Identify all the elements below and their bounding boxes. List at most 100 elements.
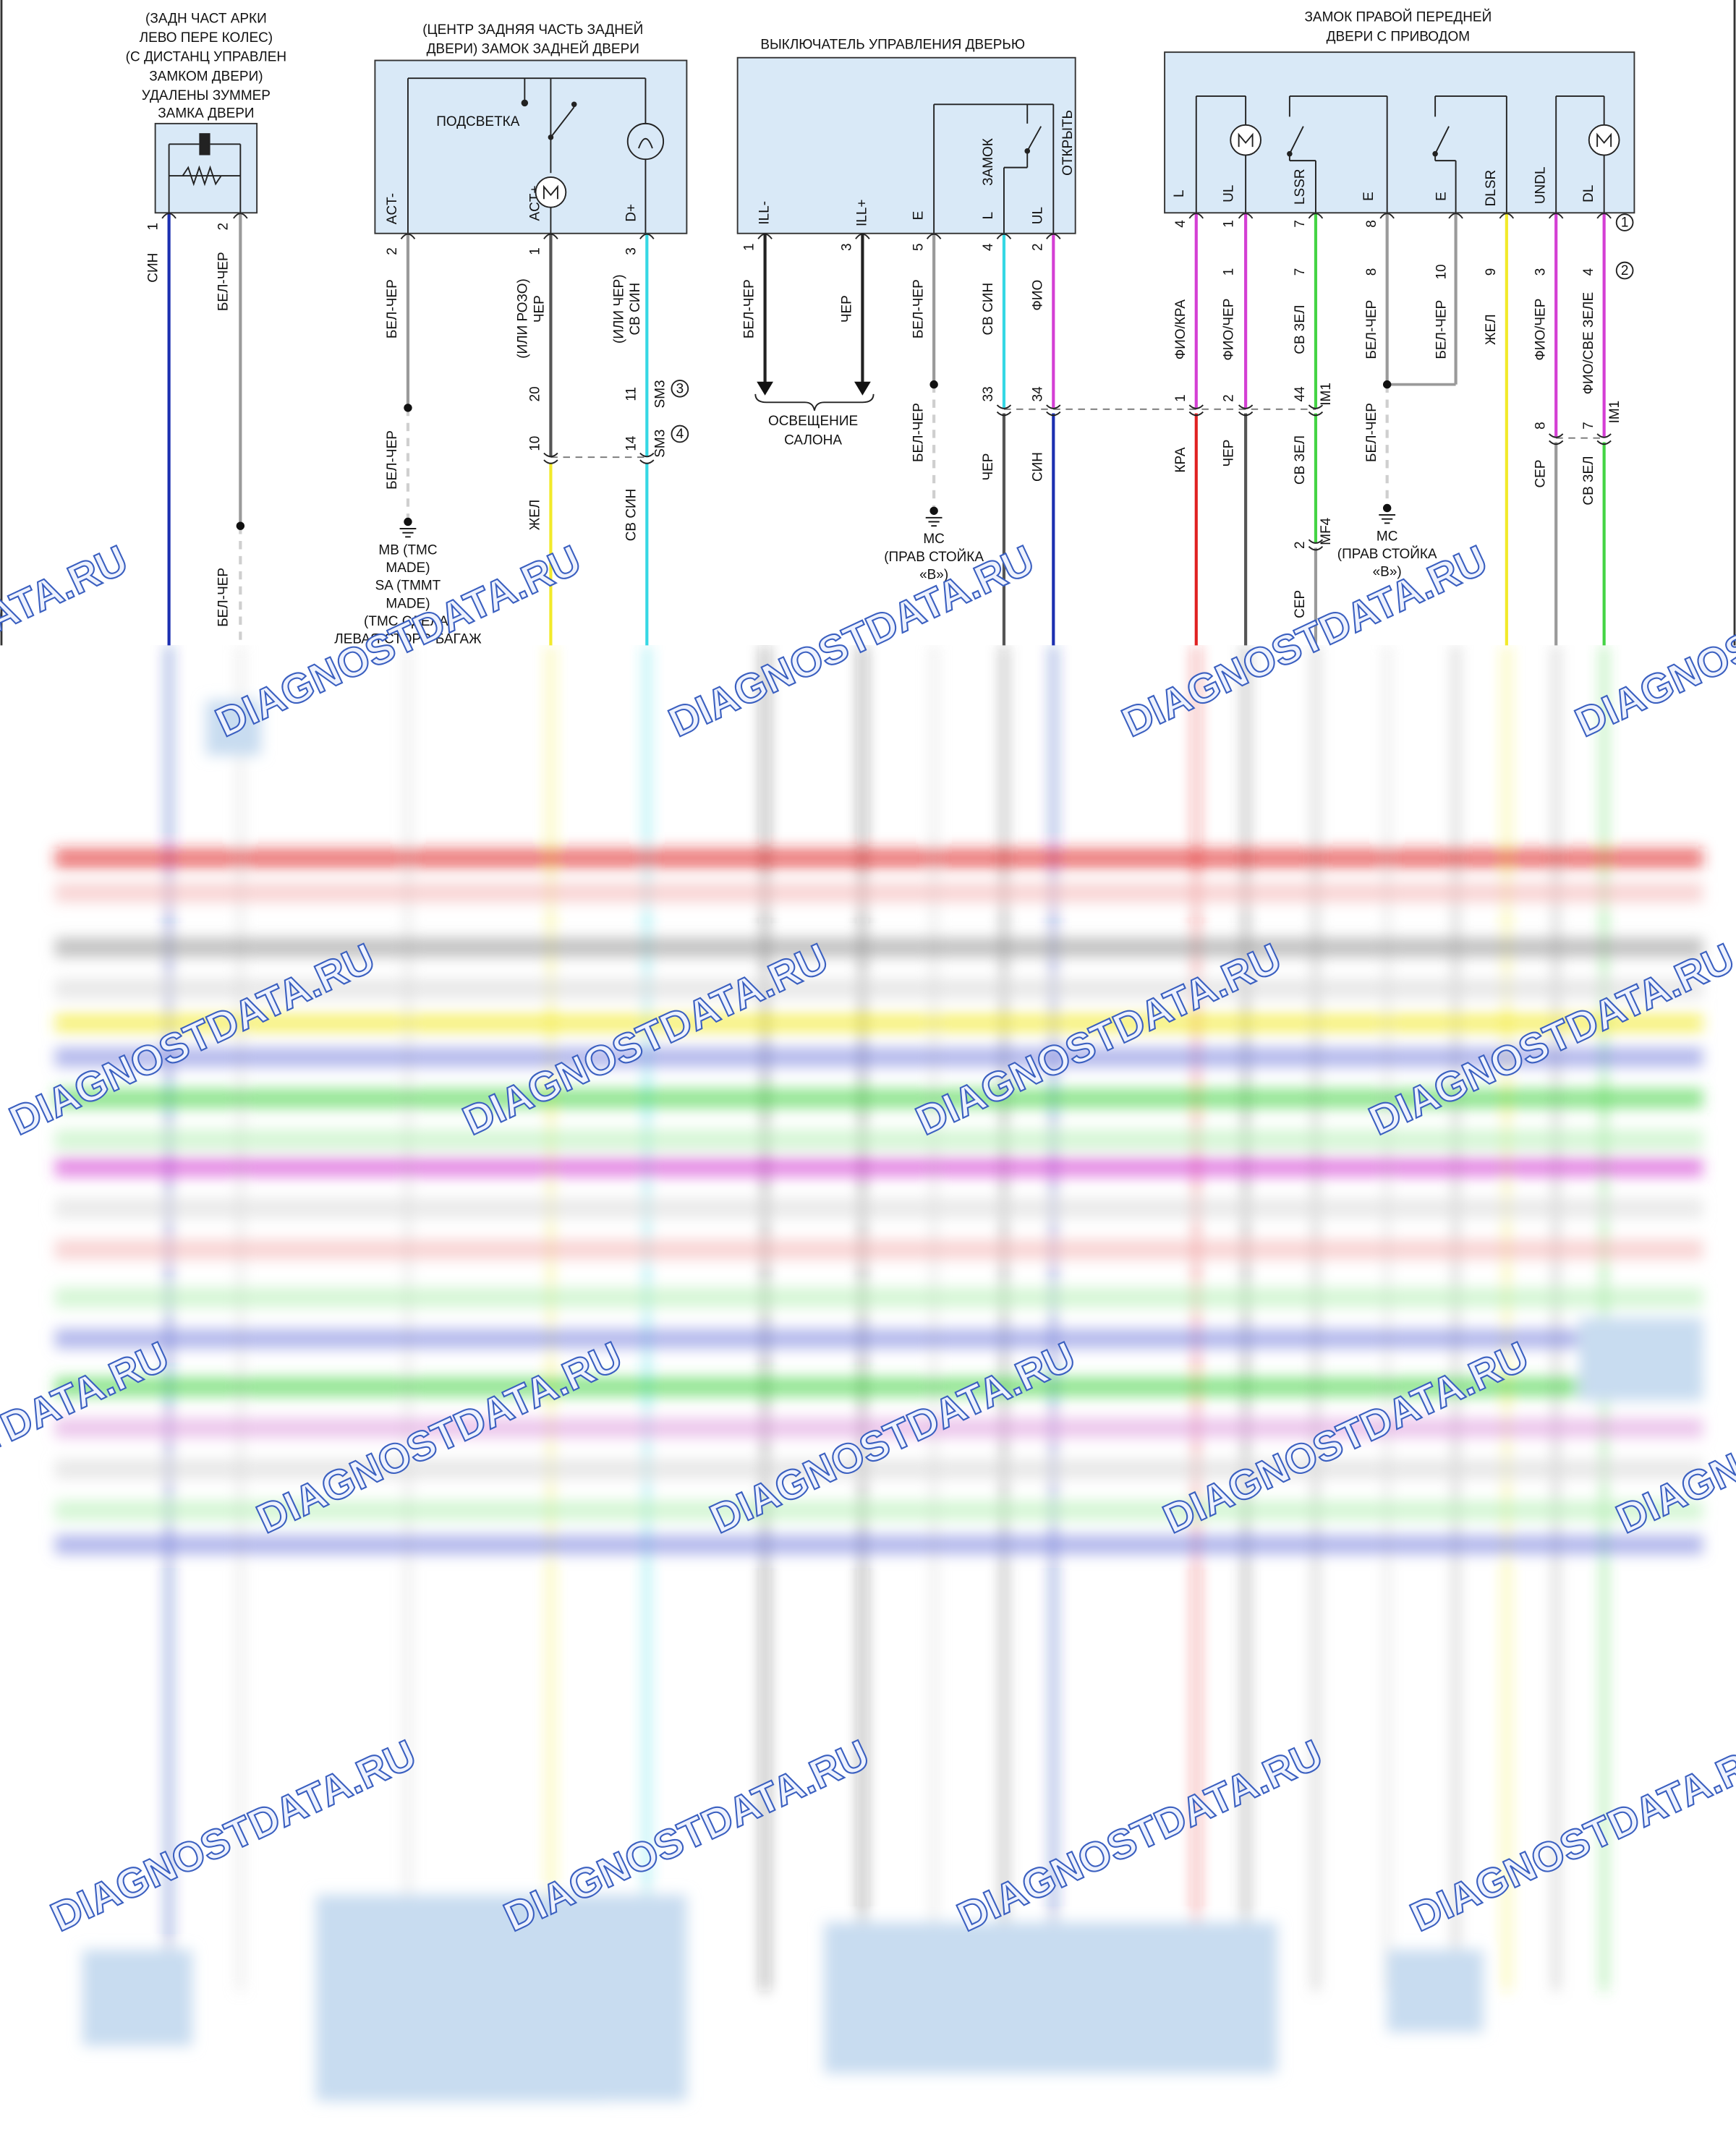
wire-label: ЧЕР [981,453,996,481]
blurred-band [55,1240,1703,1260]
wire-label: 11 [624,387,639,401]
switch-contact [550,106,575,138]
brace [754,393,875,411]
pin-name: L [981,212,996,220]
wire-label: 4 [1173,220,1188,228]
ground-dot [929,506,938,515]
ground-label: ЛЕВАЯ СТОРО БАГАЖ [334,632,482,647]
marker-label: 4 [676,427,684,442]
blurred-band [55,882,1703,903]
ground-label: «B») [919,568,948,583]
wire-label: БЕЛ-ЧЕР [911,403,926,462]
ground-label: MC [1377,529,1398,544]
blurred-band [55,1088,1703,1109]
wire-label: ФИО [1030,280,1045,311]
buzzer-symbol [199,133,210,155]
wire-label: 2 [1293,541,1308,549]
wire-label: СВ ЗЕЛ [1581,456,1596,505]
wire-label: БЕЛ-ЧЕР [1364,300,1379,359]
blurred-band [55,1047,1703,1067]
wire-label: ЧЕР [1221,440,1236,467]
connector-pin [1188,213,1204,219]
wire-label: 33 [981,386,996,401]
pin-name: DLSR [1484,170,1499,207]
wire-label: БЕЛ-ЧЕР [911,279,926,338]
connector-pin [1238,213,1254,219]
blurred-band [55,1501,1703,1520]
pin-name: ACT- [385,193,400,224]
component-title: ВЫКЛЮЧАТЕЛЬ УПРАВЛЕНИЯ ДВЕРЬЮ [760,38,1025,53]
connector-pin [926,233,942,239]
resistor-symbol [182,165,222,187]
connector-joint [1188,404,1204,417]
component-title: ЗАМОК ПРАВОЙ ПЕРЕДНЕЙ [1304,9,1492,25]
node-dot [571,101,577,108]
wire-label: 3 [840,243,855,251]
wire-label: 1 [1221,268,1236,276]
wire-label: 3 [1533,268,1548,276]
connector-pin [1596,213,1612,219]
pin-name: E [1361,192,1377,201]
wire-label: БЕЛ-ЧЕР [385,430,400,490]
wire-label: 1 [1173,394,1188,402]
arrow-head [757,381,773,396]
blurred-band [55,1157,1703,1177]
wire-label: 5 [911,243,926,251]
marker-circle [671,425,689,443]
wire-label: IM1 [1319,383,1334,406]
wire-label: СЕР [1293,590,1308,618]
wire-label: 8 [1533,422,1548,430]
wire-label: СИН [1030,452,1045,482]
ground-label: (TMC СДЕЛА: [364,614,452,629]
inner-label: ПОДСВЕТКА [436,114,519,129]
wire-label: 2 [385,247,400,255]
wire-label: (ИЛИ ЧЕР) [611,274,626,344]
component-title: ДВЕРИ) ЗАМОК ЗАДНЕЙ ДВЕРИ [427,40,639,56]
wire-label: (ИЛИ РОЗО) [515,278,530,359]
wire-label: 8 [1364,268,1379,276]
motor-symbol [1230,124,1261,156]
wire-label: КРА [1173,447,1188,472]
motor-m [1238,132,1254,148]
blurred-band [55,1287,1703,1308]
connector-joint [1596,433,1612,445]
wire-label: 4 [1581,268,1596,276]
marker-label: 2 [1621,263,1629,278]
wire-label: 8 [1364,220,1379,228]
blurred-band [55,1329,1703,1349]
connector-joint [639,452,655,464]
wire-label: 7 [1581,422,1596,430]
wire-label: БЕЛ-ЧЕР [1364,403,1379,462]
blurred-box [1387,1950,1484,2032]
motor-m [542,184,558,200]
pin-name: UL [1030,207,1045,224]
wire-label: ФИО/КРА [1173,299,1188,360]
lighting-label: ОСВЕЩЕНИЕ [768,414,858,429]
marker-circle [1615,213,1634,231]
wire-label: 1 [1221,220,1236,228]
ground-label: (ПРАВ СТОЙКА [1337,546,1437,562]
blurred-area [55,645,1703,2101]
wire-label: БЕЛ-ЧЕР [742,279,757,338]
blurred-band [55,848,1703,868]
wire-label: БЕЛ-ЧЕР [216,568,231,627]
ground-label: MADE) [386,596,430,611]
connector-pin [1308,213,1324,219]
ground-dot [1382,503,1392,513]
wire-label: 14 [624,436,639,451]
connector-joint [1549,433,1564,445]
wire-label: SM3 [652,430,668,458]
pin-name: E [1434,192,1450,201]
blurred-band [55,1130,1703,1150]
component-title: ДВЕРИ С ПРИВОДОМ [1327,29,1470,44]
wire-label: 7 [1293,268,1308,276]
arrow-head [854,381,871,396]
wire-label: ФИО/СВЕ ЗЕЛЕ [1581,292,1596,395]
blurred-band [55,1013,1703,1033]
connector-joint [1308,404,1324,417]
component-title: (С ДИСТАНЦ УПРАВЛЕН [126,50,286,65]
wire-label: 2 [1030,243,1045,251]
lamp-filament [638,137,653,149]
wire-label: IM1 [1607,401,1622,424]
